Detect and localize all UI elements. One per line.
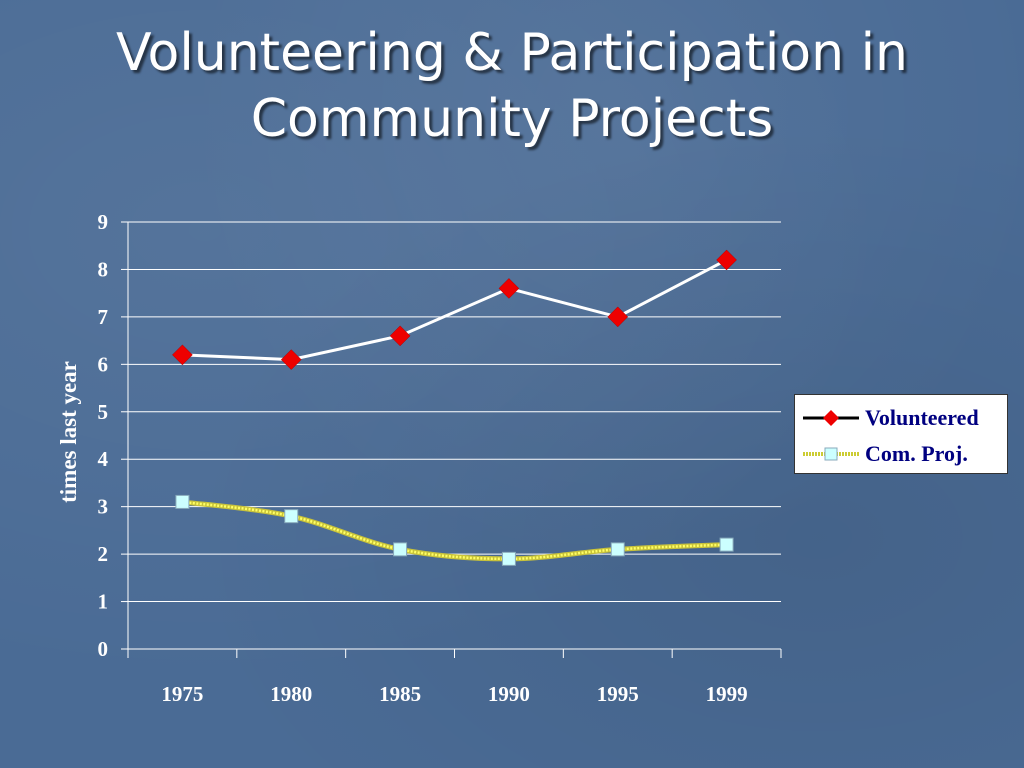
gridlines [128, 221, 781, 603]
y-tick-labels: 0 1 2 3 4 5 6 7 8 9 [98, 210, 109, 661]
legend-symbol-com-proj [803, 447, 859, 461]
legend-item-volunteered: Volunteered [801, 401, 979, 435]
data-point-volunteered-1975 [172, 344, 193, 366]
x-tick-label: 1990 [488, 682, 530, 706]
series-volunteered [172, 249, 737, 370]
slide-title: Volunteering & Participation in Communit… [0, 20, 1024, 152]
data-point-com-proj-1980 [284, 509, 299, 524]
x-tick-label: 1995 [597, 682, 639, 706]
data-point-volunteered-1990 [498, 278, 520, 299]
slide-title-line-2: Community Projects [250, 89, 774, 149]
legend-marker-volunteered [823, 410, 839, 426]
y-tick-label: 0 [98, 637, 109, 661]
y-tick-label: 4 [98, 447, 109, 471]
data-point-com-proj-1975 [175, 494, 190, 509]
y-tick-label: 3 [98, 495, 109, 519]
legend-marker-com-proj [824, 447, 838, 461]
y-tick-label: 2 [98, 542, 109, 566]
series-line-com-proj-shadow [182, 499, 727, 562]
chart-series [172, 249, 737, 566]
x-tick-label: 1975 [161, 682, 203, 706]
data-point-com-proj-1999 [719, 537, 734, 552]
data-point-com-proj-1995 [610, 542, 625, 557]
data-point-volunteered-1985 [389, 325, 411, 347]
data-point-volunteered-1995 [607, 306, 629, 328]
chart-axes [121, 221, 782, 658]
data-point-volunteered-1980 [280, 349, 302, 370]
legend-symbol-volunteered [803, 410, 859, 426]
data-point-com-proj-1990 [501, 551, 516, 566]
legend-label-com-proj: Com. Proj. [865, 441, 968, 466]
x-tick-label: 1980 [270, 682, 312, 706]
y-tick-label: 6 [98, 352, 109, 376]
legend-label-volunteered: Volunteered [865, 405, 979, 430]
x-tick-labels: 1975 1980 1985 1990 1995 1999 [161, 682, 747, 706]
series-line-volunteered [182, 258, 728, 362]
y-tick-label: 9 [98, 210, 109, 234]
x-tick-label: 1985 [379, 682, 421, 706]
data-point-com-proj-1985 [393, 542, 408, 557]
y-tick-label: 1 [98, 590, 109, 614]
y-axis-title: times last year [56, 361, 81, 503]
y-tick-label: 5 [98, 400, 109, 424]
data-point-volunteered-1999 [716, 249, 737, 271]
legend-item-com-proj: Com. Proj. [801, 437, 968, 471]
series-com-proj [175, 494, 734, 566]
y-tick-label: 7 [98, 305, 109, 329]
y-tick-label: 8 [98, 257, 109, 281]
slide-title-line-1: Volunteering & Participation in [115, 23, 909, 83]
x-tick-label: 1999 [706, 682, 748, 706]
chart-legend: Volunteered Com. Proj. [794, 394, 1008, 474]
